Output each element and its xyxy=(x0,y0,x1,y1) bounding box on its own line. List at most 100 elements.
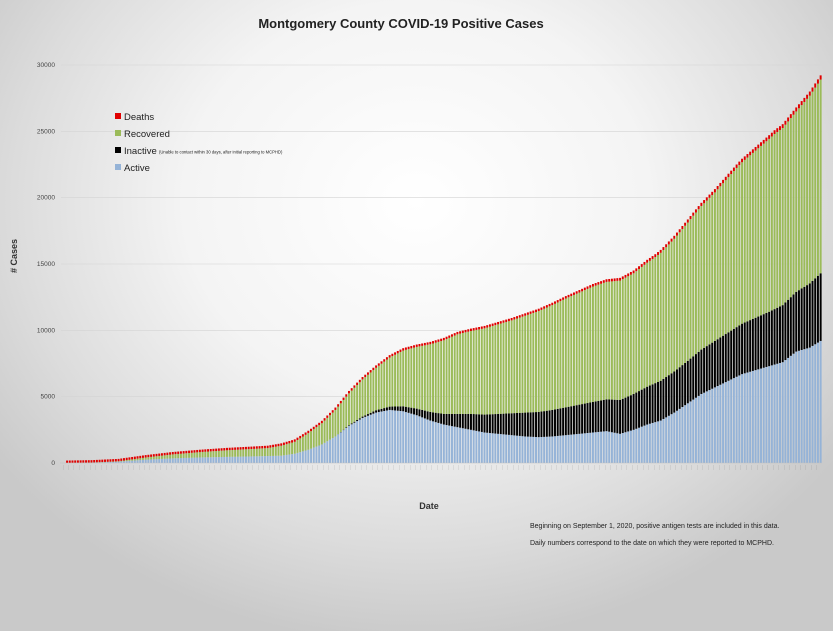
bar-segment-deaths xyxy=(591,283,594,287)
bar-segment-inactive xyxy=(535,412,537,437)
bar-segment-recovered xyxy=(177,453,180,459)
x-tick-label: ····· xyxy=(804,465,808,470)
bar-segment-deaths xyxy=(323,418,326,421)
bar-segment-recovered xyxy=(724,180,727,335)
bar-segment-active xyxy=(348,425,350,463)
bar-segment-deaths xyxy=(117,458,120,462)
bar-segment-inactive xyxy=(591,401,594,433)
bar-segment-deaths xyxy=(616,278,619,281)
bar-segment-recovered xyxy=(369,372,372,413)
x-tick-label: ····· xyxy=(582,465,586,470)
bar-segment-recovered xyxy=(144,457,147,460)
bar-segment-deaths xyxy=(662,247,665,251)
bar-segment-recovered xyxy=(488,326,491,415)
bar-segment-deaths xyxy=(318,422,321,426)
bar-segment-deaths xyxy=(529,311,532,314)
bar-segment-deaths xyxy=(667,241,670,245)
bar-segment-deaths xyxy=(548,303,551,307)
x-tick-label: ····· xyxy=(397,465,401,470)
bar-segment-active xyxy=(375,412,378,463)
bar-segment-inactive xyxy=(410,407,413,414)
bar-segment-deaths xyxy=(95,459,98,463)
bar-segment-active xyxy=(537,437,540,463)
bar-segment-recovered xyxy=(445,339,448,414)
bar-segment-recovered xyxy=(304,434,307,451)
bar-segment-inactive xyxy=(608,399,611,432)
bar-segment-active xyxy=(776,363,779,463)
bar-segment-recovered xyxy=(648,260,651,386)
bar-segment-deaths xyxy=(469,328,472,331)
bar-segment-inactive xyxy=(391,406,394,411)
bar-segment-active xyxy=(277,455,280,463)
bar-segment-inactive xyxy=(713,340,716,388)
bar-segment-active xyxy=(518,435,521,463)
bar-segment-active xyxy=(291,454,294,463)
bar-segment-recovered xyxy=(310,431,312,449)
x-tick-label: ····· xyxy=(690,465,694,470)
bar-segment-active xyxy=(350,424,353,463)
bar-segment-deaths xyxy=(816,79,819,84)
bar-segment-active xyxy=(383,410,386,463)
bar-segment-recovered xyxy=(486,327,489,415)
bar-segment-recovered xyxy=(166,455,169,459)
bar-segment-active xyxy=(304,450,307,463)
bar-segment-recovered xyxy=(423,345,426,411)
bar-segment-recovered xyxy=(559,301,562,409)
y-tick-label: 15000 xyxy=(37,261,55,268)
bar-segment-inactive xyxy=(434,412,437,423)
bar-segment-active xyxy=(190,457,193,463)
bar-segment-recovered xyxy=(692,215,695,357)
bar-segment-recovered xyxy=(402,350,405,407)
bar-segment-recovered xyxy=(239,449,242,457)
bar-segment-recovered xyxy=(741,162,744,324)
bar-segment-active xyxy=(678,408,681,463)
bar-segment-deaths xyxy=(760,142,762,146)
bar-segment-inactive xyxy=(483,414,486,433)
bar-segment-inactive xyxy=(537,411,540,438)
x-tick-label: ····· xyxy=(647,465,651,470)
bar-segment-active xyxy=(361,417,364,463)
bar-segment-deaths xyxy=(586,286,589,289)
bar-segment-inactive xyxy=(662,378,665,419)
bar-segment-active xyxy=(301,451,304,463)
bar-segment-active xyxy=(426,419,429,463)
bar-segment-active xyxy=(556,435,559,463)
bar-segment-recovered xyxy=(442,340,445,414)
bar-segment-deaths xyxy=(71,460,74,463)
bar-segment-active xyxy=(437,422,440,463)
x-tick-label: ····· xyxy=(257,465,261,470)
bar-segment-recovered xyxy=(320,423,323,445)
bar-segment-deaths xyxy=(700,202,703,206)
bar-segment-deaths xyxy=(535,309,537,313)
bar-segment-deaths xyxy=(358,379,361,383)
bar-segment-deaths xyxy=(559,298,562,302)
x-tick-label: ····· xyxy=(538,465,542,470)
bar-segment-deaths xyxy=(109,459,112,462)
bar-segment-recovered xyxy=(670,241,673,374)
bar-segment-active xyxy=(613,432,616,463)
bar-segment-recovered xyxy=(659,252,662,381)
bar-segment-active xyxy=(448,425,451,463)
bar-segment-active xyxy=(114,461,117,463)
x-axis-title: Date xyxy=(419,501,439,511)
bar-segment-inactive xyxy=(529,412,532,437)
bar-segment-recovered xyxy=(789,118,792,298)
bar-segment-deaths xyxy=(472,328,475,331)
bar-segment-deaths xyxy=(114,459,117,462)
x-tick-label: ····· xyxy=(587,465,591,470)
bar-segment-active xyxy=(545,436,548,463)
bar-segment-deaths xyxy=(163,452,166,456)
bar-segment-active xyxy=(364,416,367,463)
bar-segment-active xyxy=(646,424,649,463)
bar-segment-active xyxy=(510,435,513,463)
bar-segment-recovered xyxy=(339,403,342,432)
bar-segment-deaths xyxy=(638,266,640,270)
x-tick-label: ····· xyxy=(78,465,82,470)
bar-segment-active xyxy=(559,435,562,463)
bar-segment-active xyxy=(806,348,809,463)
bar-segment-deaths xyxy=(722,179,725,184)
y-tick-label: 25000 xyxy=(37,128,55,135)
bar-segment-recovered xyxy=(686,222,689,361)
bar-segment-recovered xyxy=(608,281,611,400)
bar-segment-deaths xyxy=(678,229,681,233)
